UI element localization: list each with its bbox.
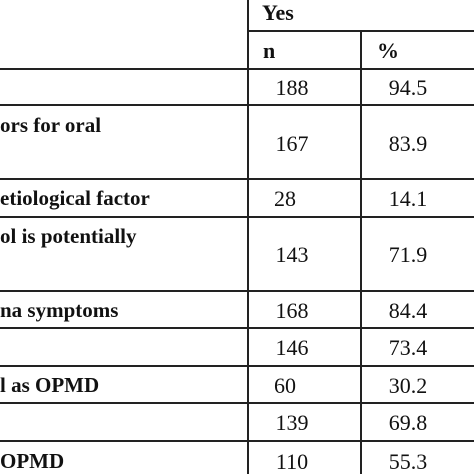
row-9-label: OPMD <box>0 449 65 473</box>
row-4-label: ol is potentially <box>0 224 137 248</box>
header-pct: % <box>377 38 399 63</box>
divider-label-col <box>247 0 249 474</box>
row-7-label: l as OPMD <box>0 373 100 397</box>
rule-row-1 <box>0 104 474 106</box>
row-5-label: na symptoms <box>0 298 119 322</box>
row-4-pct: 71.9 <box>388 242 428 267</box>
row-7-n: 60 <box>274 373 296 398</box>
row-8-n: 139 <box>275 410 309 435</box>
row-6-pct: 73.4 <box>388 335 428 360</box>
row-4-n: 143 <box>275 242 309 267</box>
row-9-pct: 55.3 <box>388 449 428 474</box>
divider-n-pct <box>360 31 362 474</box>
row-6-n: 146 <box>275 335 309 360</box>
rule-row-3 <box>0 216 474 218</box>
row-2-n: 167 <box>275 131 309 156</box>
row-5-n: 168 <box>275 298 309 323</box>
row-8-pct: 69.8 <box>388 410 428 435</box>
rule-header-bottom <box>0 68 474 70</box>
header-n: n <box>263 38 276 63</box>
row-3-label: etiological factor <box>0 186 150 210</box>
rule-row-4 <box>0 290 474 292</box>
row-2-pct: 83.9 <box>388 131 428 156</box>
row-7-pct: 30.2 <box>388 373 428 398</box>
row-5-pct: 84.4 <box>388 298 428 323</box>
rule-row-2 <box>0 178 474 180</box>
row-1-n: 188 <box>275 75 309 100</box>
row-3-pct: 14.1 <box>388 186 428 211</box>
row-3-n: 28 <box>274 186 296 211</box>
rule-row-7 <box>0 402 474 404</box>
header-yes: Yes <box>262 0 294 25</box>
row-2-label: ors for oral <box>0 113 102 137</box>
rule-row-5 <box>0 327 474 329</box>
rule-row-6 <box>0 365 474 367</box>
rule-row-8 <box>0 440 474 442</box>
row-9-n: 110 <box>275 449 309 474</box>
rule-under-yes <box>247 30 474 32</box>
row-1-pct: 94.5 <box>388 75 428 100</box>
